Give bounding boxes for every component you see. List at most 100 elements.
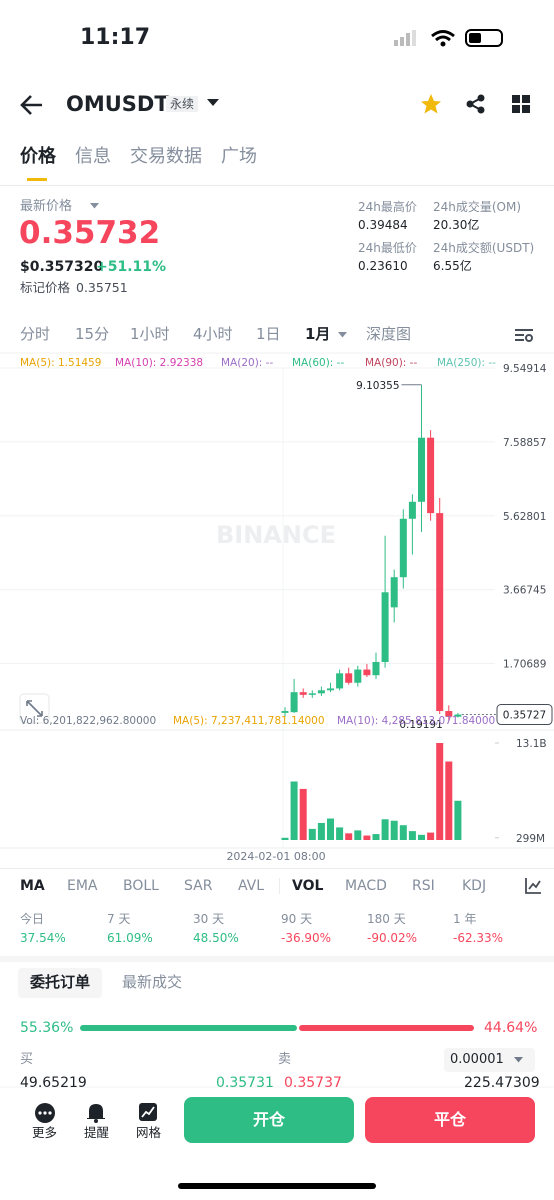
indicator[interactable]: SAR xyxy=(184,878,213,894)
y-tick-label: 9.54914 xyxy=(503,363,547,375)
indicator[interactable]: RSI xyxy=(412,878,435,894)
open-button[interactable] xyxy=(184,1097,354,1143)
settings-icon[interactable] xyxy=(514,327,534,343)
divider xyxy=(0,868,554,869)
tab[interactable]: 广场 xyxy=(221,146,257,167)
candle-body xyxy=(390,577,398,608)
tab[interactable]: 信息 xyxy=(75,146,111,167)
candle-body xyxy=(372,662,380,676)
volume-bar xyxy=(317,822,325,840)
last-price: 0.35732 xyxy=(19,215,161,251)
interval[interactable]: 15分 xyxy=(75,325,110,343)
y-tick-label: 7.58857 xyxy=(503,437,546,449)
close-label[interactable]: 平仓 xyxy=(433,1110,466,1129)
alert-icon[interactable] xyxy=(86,1102,106,1123)
usd-price: $0.357320 xyxy=(20,259,104,275)
ma-legend: MA(10): 2.92338 xyxy=(115,357,204,369)
ma-legend: MA(60): -- xyxy=(292,357,345,369)
dropdown[interactable] xyxy=(338,332,347,338)
indicator[interactable]: MA xyxy=(20,878,45,894)
ma-legend: MA(90): -- xyxy=(365,357,418,369)
volume-bar xyxy=(418,834,425,840)
interval[interactable]: 1小时 xyxy=(130,325,170,343)
period-value: 61.09% xyxy=(107,931,153,945)
contract-tag: 永续 xyxy=(166,96,199,112)
interval[interactable]: 分时 xyxy=(20,325,51,343)
watermark: BINANCE xyxy=(216,521,336,549)
indicator[interactable]: BOLL xyxy=(123,878,159,894)
change: +51.11% xyxy=(96,259,167,275)
symbol-dropdown[interactable] xyxy=(207,99,219,107)
candle-body xyxy=(336,673,344,689)
tab[interactable]: 价格 xyxy=(20,146,56,167)
dropdown[interactable] xyxy=(514,1057,523,1063)
close-button[interactable] xyxy=(365,1097,535,1143)
period-label: 今日 xyxy=(20,912,45,926)
order-price: 0.35737 xyxy=(284,1075,342,1091)
candle-body xyxy=(345,673,353,683)
stat-label: 24h最高价 xyxy=(358,200,417,214)
candle-body xyxy=(381,592,389,663)
indicator[interactable]: EMA xyxy=(67,878,98,894)
last-price-label: 0.35727 xyxy=(503,710,546,722)
interval[interactable]: 1日 xyxy=(256,325,281,343)
indicator[interactable]: VOL xyxy=(292,878,324,894)
share-icon[interactable] xyxy=(466,94,486,114)
stat-value: 6.55亿 xyxy=(433,259,472,273)
indicator[interactable]: KDJ xyxy=(462,878,487,894)
candle-body xyxy=(308,693,316,695)
candle-body xyxy=(290,692,298,713)
favorite-star[interactable] xyxy=(420,93,442,115)
interval[interactable]: 深度图 xyxy=(366,325,412,343)
open-label[interactable]: 开仓 xyxy=(252,1110,285,1129)
tab[interactable]: 交易数据 xyxy=(130,146,202,167)
grid-label[interactable]: 网格 xyxy=(136,1125,162,1140)
interval-selected[interactable]: 1月 xyxy=(305,325,331,343)
more-label[interactable]: 更多 xyxy=(32,1125,58,1140)
order-qty: 49.65219 xyxy=(20,1075,87,1091)
period-label: 1 年 xyxy=(453,912,477,926)
interval[interactable]: 4小时 xyxy=(193,325,233,343)
orders-tab[interactable]: 最新成交 xyxy=(122,973,183,991)
candle-body xyxy=(399,518,407,578)
orders-tab[interactable]: 委托订单 xyxy=(30,973,91,991)
order-qty: 225.47309 xyxy=(464,1075,540,1091)
vol-legend: Vol: 6,201,822,962.80000 xyxy=(20,715,157,727)
grid-icon[interactable] xyxy=(138,1102,158,1122)
candle-body xyxy=(299,692,307,695)
candle-body xyxy=(354,669,362,683)
period-value: -90.02% xyxy=(367,931,418,945)
volume-bar xyxy=(363,835,371,840)
period-label: 90 天 xyxy=(281,912,313,926)
expand-icon xyxy=(26,700,43,717)
vol-tick-label: 299M xyxy=(516,833,545,845)
home-indicator xyxy=(178,1183,376,1189)
tab-underline xyxy=(27,178,47,181)
high-label: 9.10355 xyxy=(356,380,399,392)
period-value: 37.54% xyxy=(20,931,66,945)
ma-legend: MA(20): -- xyxy=(221,357,274,369)
indicator[interactable]: MACD xyxy=(345,878,387,894)
volume-bar xyxy=(281,837,289,840)
layout-icon[interactable] xyxy=(512,95,530,113)
stat-value: 0.39484 xyxy=(358,218,408,232)
period-value: -62.33% xyxy=(453,931,504,945)
candle-body xyxy=(281,711,289,713)
candle-body xyxy=(317,690,325,694)
dropdown[interactable] xyxy=(90,203,99,209)
precision: 0.00001 xyxy=(450,1052,504,1067)
volume-bar xyxy=(290,781,298,840)
back-arrow[interactable] xyxy=(20,94,44,116)
stat-label: 24h最低价 xyxy=(358,241,417,255)
section-gap xyxy=(0,956,554,962)
volume-bar xyxy=(354,830,362,840)
volume-bar xyxy=(399,825,407,840)
volume-bar xyxy=(327,818,334,840)
alert-label[interactable]: 提醒 xyxy=(84,1125,110,1140)
more-icon[interactable] xyxy=(35,1103,55,1123)
candle-body xyxy=(427,437,435,514)
indicator[interactable]: AVL xyxy=(238,878,265,894)
symbol[interactable]: OMUSDT xyxy=(66,92,169,116)
indicator-settings[interactable] xyxy=(524,877,542,895)
